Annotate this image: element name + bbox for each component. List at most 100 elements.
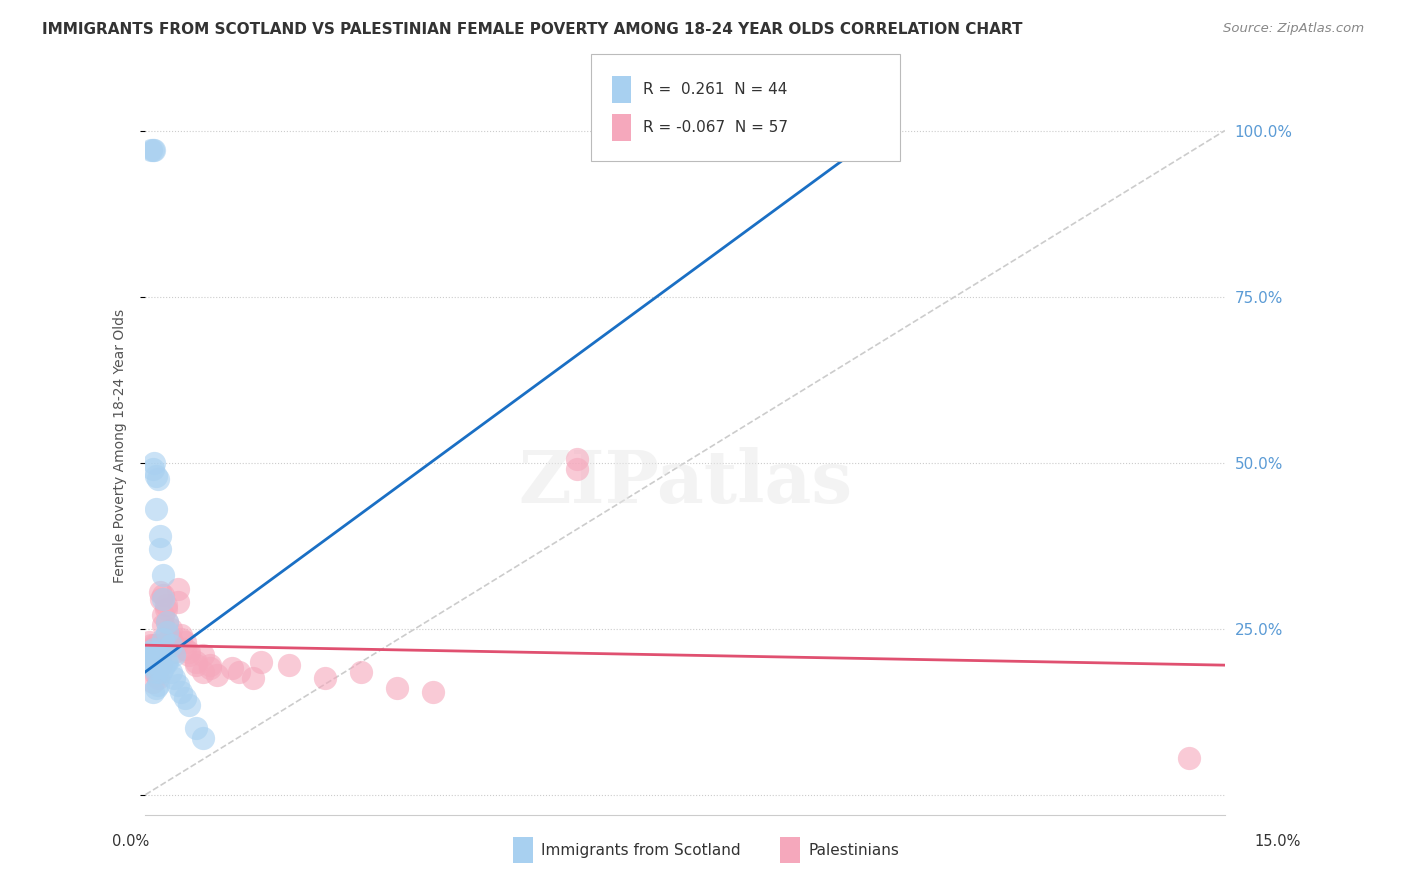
Point bbox=[156, 655, 179, 669]
Point bbox=[156, 635, 179, 649]
Point bbox=[143, 641, 166, 656]
Point bbox=[200, 658, 222, 673]
Point bbox=[242, 672, 264, 686]
Text: 15.0%: 15.0% bbox=[1254, 834, 1301, 848]
Point bbox=[170, 684, 193, 698]
Point bbox=[141, 641, 163, 656]
Point bbox=[152, 618, 174, 632]
Point bbox=[149, 641, 172, 656]
Text: 0.0%: 0.0% bbox=[112, 834, 149, 848]
Point bbox=[174, 635, 197, 649]
Point bbox=[148, 672, 170, 686]
Point bbox=[159, 622, 181, 636]
Point bbox=[149, 651, 172, 665]
Point bbox=[149, 585, 172, 599]
Point bbox=[145, 665, 167, 679]
Point bbox=[155, 601, 177, 615]
Point bbox=[567, 462, 589, 476]
Point bbox=[145, 502, 167, 516]
Point bbox=[152, 591, 174, 606]
Point bbox=[170, 628, 193, 642]
Point bbox=[350, 665, 373, 679]
Point bbox=[152, 608, 174, 623]
Point bbox=[174, 641, 197, 656]
Point bbox=[156, 615, 179, 629]
Point bbox=[278, 658, 301, 673]
Point bbox=[207, 668, 229, 682]
Point bbox=[139, 638, 162, 652]
Point bbox=[249, 655, 271, 669]
Text: Immigrants from Scotland: Immigrants from Scotland bbox=[541, 843, 741, 857]
Point bbox=[170, 632, 193, 646]
Point bbox=[142, 674, 165, 689]
Text: R = -0.067  N = 57: R = -0.067 N = 57 bbox=[643, 120, 787, 135]
Text: R =  0.261  N = 44: R = 0.261 N = 44 bbox=[643, 82, 787, 96]
Point bbox=[148, 648, 170, 663]
Point bbox=[145, 645, 167, 659]
Point bbox=[142, 462, 165, 476]
Point bbox=[152, 589, 174, 603]
Point bbox=[228, 665, 250, 679]
Point bbox=[159, 638, 181, 652]
Point bbox=[314, 672, 336, 686]
Point bbox=[156, 624, 179, 639]
Point bbox=[138, 645, 160, 659]
Text: Palestinians: Palestinians bbox=[808, 843, 900, 857]
Point bbox=[148, 655, 170, 669]
Point bbox=[152, 568, 174, 582]
Point bbox=[200, 661, 222, 675]
Point bbox=[145, 638, 167, 652]
Point bbox=[163, 672, 186, 686]
Point bbox=[145, 681, 167, 696]
Point bbox=[148, 678, 170, 692]
Point bbox=[166, 595, 188, 609]
Point bbox=[143, 661, 166, 675]
Point bbox=[191, 648, 214, 663]
Point bbox=[191, 665, 214, 679]
Point bbox=[156, 615, 179, 629]
Point bbox=[174, 691, 197, 706]
Point bbox=[145, 469, 167, 483]
Point bbox=[155, 655, 177, 669]
Point bbox=[150, 665, 173, 679]
Point bbox=[163, 645, 186, 659]
Point bbox=[166, 582, 188, 596]
Point bbox=[221, 661, 243, 675]
Point bbox=[159, 632, 181, 646]
Point bbox=[155, 599, 177, 613]
Point bbox=[166, 678, 188, 692]
Point bbox=[143, 651, 166, 665]
Point bbox=[142, 658, 165, 673]
Text: IMMIGRANTS FROM SCOTLAND VS PALESTINIAN FEMALE POVERTY AMONG 18-24 YEAR OLDS COR: IMMIGRANTS FROM SCOTLAND VS PALESTINIAN … bbox=[42, 22, 1022, 37]
Point bbox=[177, 648, 200, 663]
Point bbox=[149, 529, 172, 543]
Point bbox=[149, 648, 172, 663]
Point bbox=[143, 144, 166, 158]
Point bbox=[163, 638, 186, 652]
Point bbox=[163, 648, 186, 663]
Point bbox=[145, 655, 167, 669]
Point bbox=[150, 658, 173, 673]
Point bbox=[149, 658, 172, 673]
Point bbox=[152, 661, 174, 675]
Text: ZIPatlas: ZIPatlas bbox=[517, 448, 852, 518]
Point bbox=[156, 628, 179, 642]
Point bbox=[138, 635, 160, 649]
Text: Source: ZipAtlas.com: Source: ZipAtlas.com bbox=[1223, 22, 1364, 36]
Point bbox=[184, 658, 207, 673]
Point bbox=[143, 638, 166, 652]
Y-axis label: Female Poverty Among 18-24 Year Olds: Female Poverty Among 18-24 Year Olds bbox=[114, 309, 128, 583]
Point bbox=[567, 452, 589, 467]
Point bbox=[184, 655, 207, 669]
Point bbox=[387, 681, 409, 696]
Point bbox=[152, 632, 174, 646]
Point bbox=[1178, 751, 1201, 765]
Point bbox=[142, 645, 165, 659]
Point bbox=[177, 645, 200, 659]
Point bbox=[142, 684, 165, 698]
Point bbox=[191, 731, 214, 746]
Point bbox=[143, 456, 166, 470]
Point bbox=[159, 665, 181, 679]
Point bbox=[142, 655, 165, 669]
Point bbox=[139, 648, 162, 663]
